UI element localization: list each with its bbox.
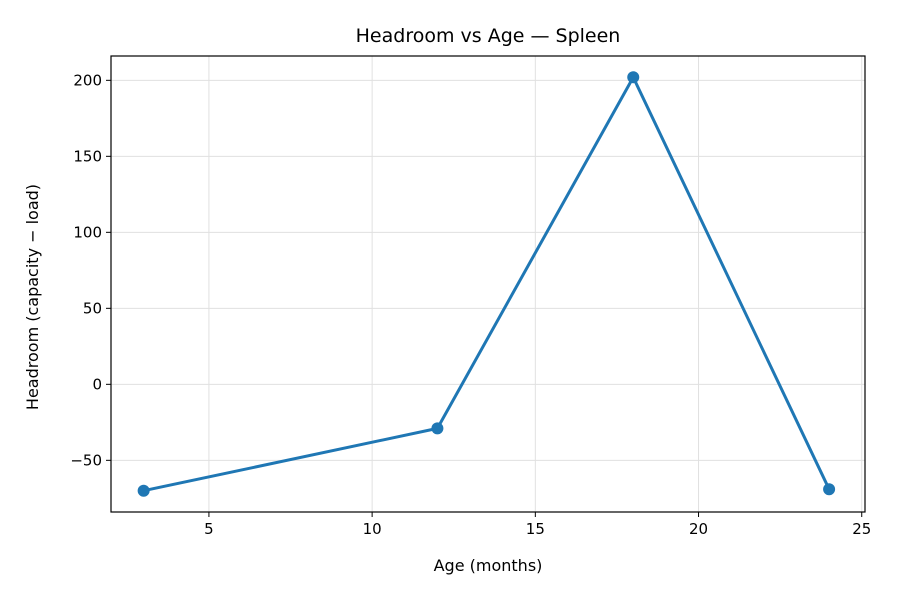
series-layer [137, 71, 836, 497]
x-tick-label: 5 [204, 520, 214, 538]
chart-title: Headroom vs Age — Spleen [356, 25, 621, 47]
grid [111, 56, 865, 512]
x-axis-label: Age (months) [434, 556, 543, 575]
y-tick-label: 0 [92, 375, 102, 393]
y-tick-label: 50 [83, 299, 102, 317]
x-tick-label: 15 [526, 520, 545, 538]
x-axis: 5 10 15 20 25 [204, 512, 871, 538]
y-tick-label: 200 [73, 71, 102, 89]
y-axis-label: Headroom (capacity − load) [23, 184, 42, 410]
y-axis: −50 0 50 100 150 200 [70, 71, 111, 469]
x-tick-label: 25 [852, 520, 871, 538]
series-line [143, 75, 831, 493]
plot-frame [110, 55, 866, 513]
y-tick-label: −50 [70, 451, 102, 469]
data-point [823, 483, 836, 496]
x-tick-label: 20 [689, 520, 708, 538]
data-point [137, 484, 150, 497]
data-point [431, 422, 444, 435]
data-point [627, 71, 640, 84]
x-tick-label: 10 [363, 520, 382, 538]
y-tick-label: 150 [73, 147, 102, 165]
y-tick-label: 100 [73, 223, 102, 241]
